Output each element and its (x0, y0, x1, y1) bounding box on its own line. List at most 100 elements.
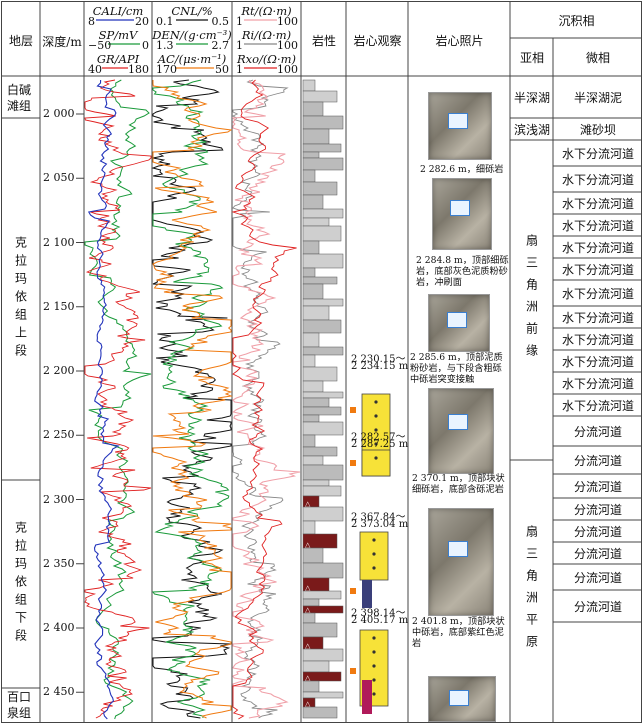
microfacies-header: 微相 (585, 50, 610, 65)
microfacies-13: 水下分流河道 (561, 398, 634, 413)
track3-curve-min-0: 1 (236, 15, 243, 28)
track2-curve-max-0: 0.5 (211, 15, 230, 28)
photo-label-tag (448, 414, 469, 431)
lithology-bed (302, 128, 330, 145)
core-interval-top-1: 2 282.57～ (351, 432, 406, 443)
sample-marker (350, 588, 356, 594)
cali-curve (87, 79, 120, 720)
microfacies-8: 水下分流河道 (561, 286, 634, 301)
lithology-bed (302, 691, 344, 699)
gravel-dot (374, 442, 378, 446)
microfacies-18: 分流河道 (573, 524, 622, 539)
core-interval-bottom-0: 2 234.15 m (351, 361, 409, 372)
lithology-bed (302, 605, 344, 614)
gravel-dot (374, 456, 378, 460)
core-photo (428, 92, 492, 160)
lithology-bed (302, 366, 338, 382)
lithology-bed (302, 354, 316, 368)
microfacies-19: 分流河道 (573, 546, 622, 561)
track3-curve-max-0: 100 (277, 15, 298, 28)
track3-curve-name-1: Ri/(Ω·m) (241, 28, 292, 42)
lithology-bed (302, 648, 344, 662)
track2-curve-max-2: 50 (215, 63, 229, 76)
lithology-bed (302, 305, 330, 321)
depth-tick-label: 2 100 (43, 235, 75, 249)
depth-tick-label: 2 200 (43, 364, 75, 377)
lithology-bed (302, 421, 344, 436)
gravel-symbol: △ (305, 500, 311, 508)
lithology-bed (302, 622, 338, 638)
gravel-dot (372, 566, 376, 570)
gravel-dot (372, 678, 376, 682)
microfacies-17: 分流河道 (573, 502, 622, 517)
rt-curve (231, 79, 301, 719)
core-photo (428, 508, 494, 616)
gravel-dot (374, 414, 378, 418)
microfacies-4: 水下分流河道 (561, 196, 634, 211)
track2-curve-min-1: 1.3 (156, 39, 174, 52)
gravel-dot (372, 692, 376, 696)
microfacies-11: 水下分流河道 (561, 354, 634, 369)
lithology-bed (302, 181, 338, 196)
depth-tick-label: 2 250 (43, 428, 75, 442)
core-interval-top-3: 2 398.14～ (351, 608, 406, 619)
core-interval-bottom-2: 2 373.04 m (351, 519, 409, 530)
formation-label-0: 白碱滩组 (7, 83, 32, 113)
depth-tick-label: 2 450 (43, 685, 75, 699)
lithology-bed (302, 208, 344, 219)
depth-tick-label: 2 300 (43, 492, 75, 506)
lithology-bed (302, 464, 344, 481)
track1-curve-max-2: 180 (128, 63, 149, 76)
microfacies-2: 水下分流河道 (561, 146, 634, 161)
core-column-1 (361, 449, 391, 477)
ri-curve (232, 79, 289, 719)
gr-curve (84, 79, 152, 719)
depth-tick-label: 2 000 (43, 107, 75, 120)
track2-curve-name-2: AC/(μs·m⁻¹) (157, 52, 227, 66)
mudstone-bed (362, 580, 372, 608)
lithology-bed (302, 115, 344, 130)
microfacies-12: 水下分流河道 (561, 376, 634, 391)
track2-curve-name-0: CNL/% (171, 4, 213, 18)
core-interval-bottom-1: 2 287.25 m (351, 439, 409, 450)
track1-curve-name-0: CALI/cm (92, 4, 144, 18)
lithology-bed (302, 455, 324, 466)
microfacies-5: 水下分流河道 (561, 218, 634, 233)
depth-tick-label: 2 350 (43, 556, 75, 570)
lithology-bed (302, 283, 324, 300)
sample-marker (350, 460, 356, 466)
core-photo (432, 178, 492, 250)
core-photo-header: 岩心照片 (435, 33, 484, 48)
microfacies-14: 分流河道 (573, 424, 622, 439)
gravel-symbol: △ (305, 606, 311, 614)
subfacies-header: 亚相 (519, 50, 544, 65)
track3-curve-name-0: Rt/(Ω·m) (241, 4, 292, 18)
core-interval-top-2: 2 367.84～ (351, 512, 406, 523)
track1-curve-name-2: GR/API (96, 52, 140, 66)
track2-curve-min-2: 170 (156, 63, 177, 76)
photo-caption-4: 2 401.8 m，顶部块状中砾岩，底部紫红色泥岩 (412, 616, 505, 649)
lithology-bed (302, 217, 330, 227)
track3-curve-name-2: Rxo/(Ω·m) (236, 52, 296, 66)
photo-label-tag (447, 112, 468, 129)
formation-label-2: 克拉玛依组下段 (13, 521, 28, 647)
core-photo (428, 294, 490, 352)
microfacies-16: 分流河道 (573, 479, 622, 494)
lithology-bed (302, 194, 324, 210)
lithology-bed (302, 397, 330, 408)
track1-curve-min-2: 40 (88, 63, 102, 76)
lithology-bed (302, 90, 338, 103)
lithology-bed (302, 562, 344, 579)
gravel-symbol: △ (305, 584, 311, 592)
lithology-bed (302, 446, 338, 457)
lithology-bed (302, 612, 316, 624)
lithology-bed (302, 660, 330, 673)
lithology-bed (302, 276, 338, 285)
core-photo (428, 388, 494, 474)
lithology-bed (302, 319, 342, 334)
photo-label-tag (448, 690, 469, 707)
track2-curve-max-1: 2.7 (211, 39, 230, 52)
microfacies-0: 半深湖泥 (573, 90, 622, 105)
lithology-bed (302, 598, 320, 607)
